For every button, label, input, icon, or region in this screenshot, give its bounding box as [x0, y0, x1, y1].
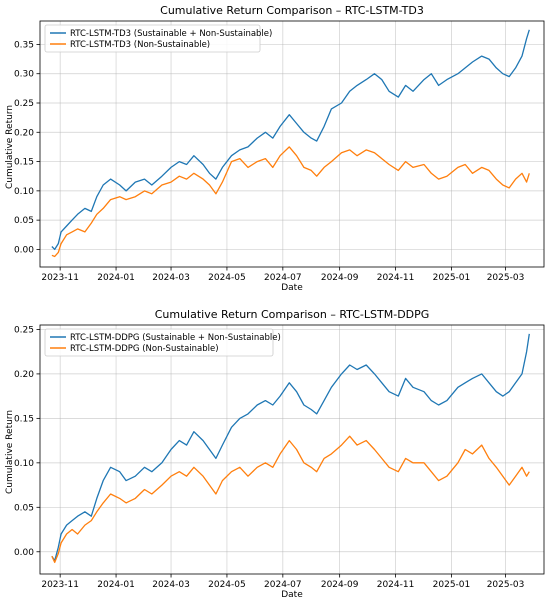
plot-frame: [39, 324, 545, 575]
legend: RTC-LSTM-DDPG (Sustainable + Non-Sustain…: [44, 328, 281, 357]
x-tick-label: 2024-09: [321, 580, 359, 590]
x-tick-label: 2024-03: [152, 580, 190, 590]
y-tick-label: 0.05: [14, 503, 34, 513]
y-tick-label: 0.00: [14, 245, 34, 255]
x-axis-label: Date: [281, 283, 303, 293]
y-tick-label: 0.10: [14, 459, 34, 469]
x-tick-label: 2024-11: [377, 273, 415, 283]
y-axis-label: Cumulative Return: [5, 410, 15, 494]
plot-frame: [39, 20, 545, 268]
x-axis-label: Date: [281, 590, 303, 600]
plot-area: [39, 20, 545, 268]
y-tick-label: 0.15: [14, 414, 34, 424]
y-tick-label: 0.25: [14, 325, 34, 335]
x-tick-label: 2024-07: [264, 580, 302, 590]
chart-td3: Cumulative Return Comparison – RTC-LSTM-…: [5, 4, 545, 293]
legend-box: [44, 328, 274, 357]
y-tick-label: 0.20: [14, 128, 34, 138]
y-tick-label: 0.10: [14, 187, 34, 197]
y-tick-label: 0.25: [14, 99, 34, 109]
x-tick-label: 2024-01: [97, 580, 135, 590]
chart-title: Cumulative Return Comparison – RTC-LSTM-…: [160, 4, 424, 17]
y-tick-label: 0.00: [14, 548, 34, 558]
x-tick-label: 2024-05: [208, 580, 246, 590]
series-line-0: [51, 29, 530, 251]
x-tick-label: 2025-01: [433, 580, 471, 590]
x-tick-label: 2025-01: [433, 273, 471, 283]
chart-title: Cumulative Return Comparison – RTC-LSTM-…: [155, 308, 430, 321]
plot-area: [39, 324, 545, 575]
chart-ddpg: Cumulative Return Comparison – RTC-LSTM-…: [5, 308, 545, 600]
x-tick-label: 2024-01: [97, 273, 135, 283]
y-tick-label: 0.15: [14, 158, 34, 168]
x-tick-label: 2024-07: [264, 273, 302, 283]
legend-label-0: RTC-LSTM-DDPG (Sustainable + Non-Sustain…: [70, 333, 281, 343]
series-line-1: [51, 146, 530, 258]
x-tick-label: 2024-03: [152, 273, 190, 283]
y-tick-label: 0.30: [14, 70, 34, 80]
x-tick-label: 2025-03: [487, 273, 525, 283]
y-tick-label: 0.20: [14, 370, 34, 380]
x-tick-label: 2024-11: [377, 580, 415, 590]
y-tick-label: 0.35: [14, 40, 34, 50]
legend-label-1: RTC-LSTM-DDPG (Non-Sustainable): [70, 344, 219, 354]
x-tick-label: 2023-11: [41, 580, 79, 590]
legend-label-0: RTC-LSTM-TD3 (Sustainable + Non-Sustaina…: [70, 29, 272, 39]
series-line-1: [51, 435, 530, 564]
x-tick-label: 2024-09: [321, 273, 359, 283]
x-tick-label: 2023-11: [41, 273, 79, 283]
x-tick-label: 2024-05: [208, 273, 246, 283]
legend: RTC-LSTM-TD3 (Sustainable + Non-Sustaina…: [44, 24, 272, 53]
legend-label-1: RTC-LSTM-TD3 (Non-Sustainable): [70, 40, 210, 50]
y-tick-label: 0.05: [14, 216, 34, 226]
legend-box: [44, 24, 261, 53]
y-axis-label: Cumulative Return: [5, 105, 15, 189]
series-line-0: [51, 333, 530, 562]
x-tick-label: 2025-03: [487, 580, 525, 590]
